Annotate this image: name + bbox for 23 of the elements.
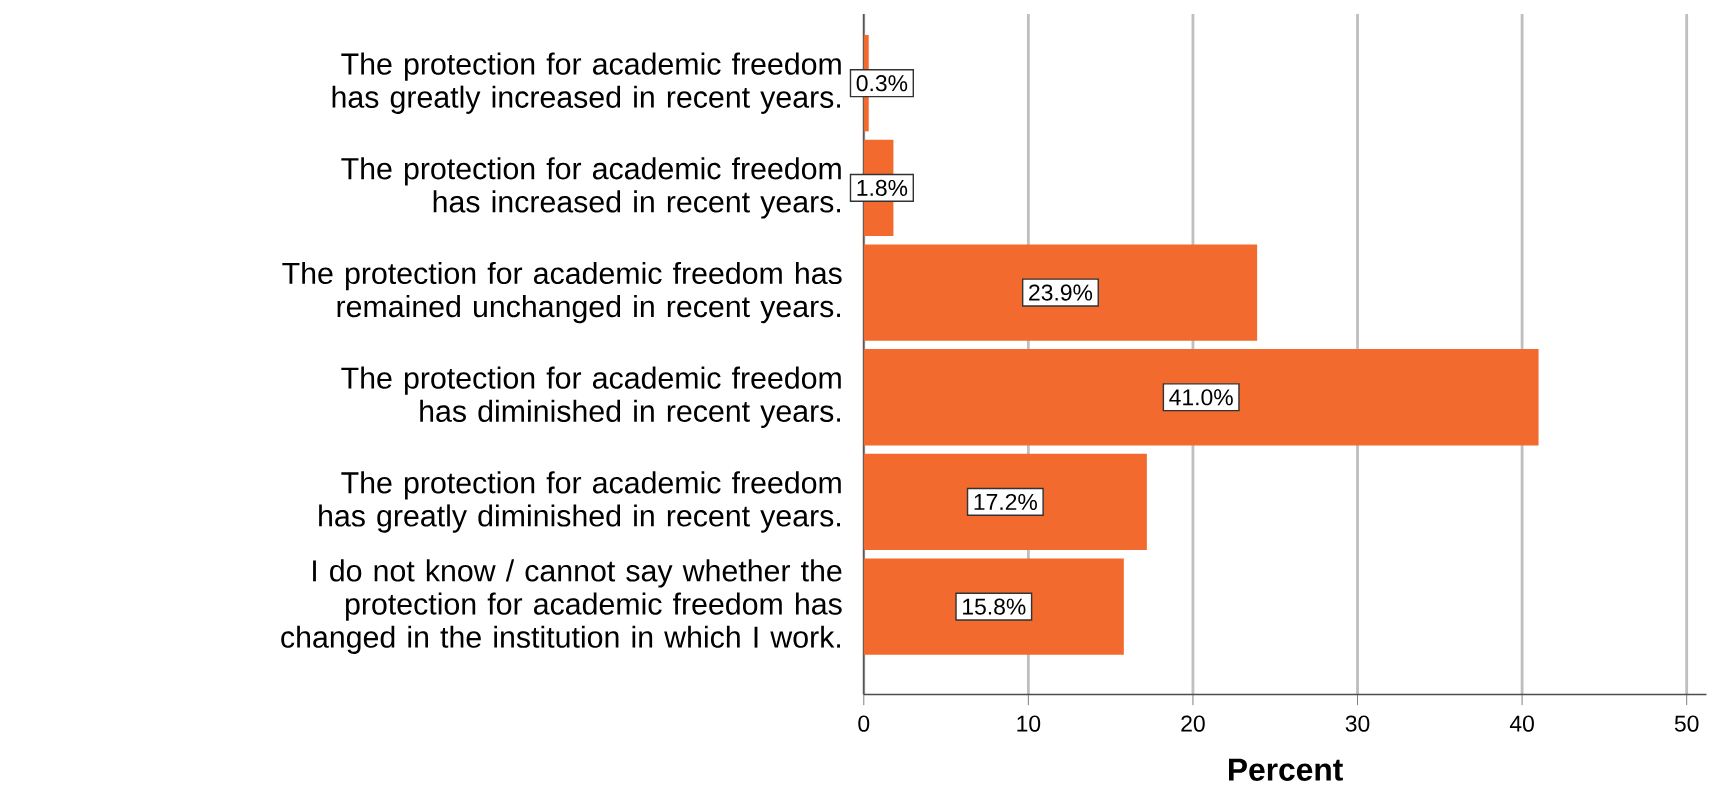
- y-tick-label: The protection for academic freedom has increased in recent years.: [341, 157, 841, 219]
- y-tick-label: The protection for academic freedom has diminished in recent years.: [341, 366, 841, 428]
- data-label: 0.3%: [856, 74, 908, 92]
- data-label: 17.2%: [974, 493, 1037, 510]
- data-label: 41.0%: [1169, 389, 1233, 406]
- bar: [863, 348, 1539, 446]
- x-tick-label: 20: [1181, 715, 1205, 732]
- data-label: 1.8%: [857, 179, 908, 196]
- y-tick-label: The protection for academic freedom has greatly diminished in recent years.: [319, 471, 841, 533]
- y-tick-label: The protection for academic freedom has greatly increased in recent years.: [332, 52, 841, 114]
- y-tick-label: I do not know / cannot say whether the protection for academic freedom has changed in the institution in which I work.: [281, 559, 842, 654]
- x-axis-title: Percent: [1229, 758, 1343, 781]
- x-tick-label: 0: [858, 715, 870, 732]
- bar: [863, 453, 1147, 550]
- x-tick-label: 50: [1674, 715, 1699, 732]
- y-tick-label: The protection for academic freedom has remained unchanged in recent years.: [282, 261, 842, 324]
- bar: [863, 558, 1124, 655]
- x-tick-label: 10: [1017, 715, 1041, 732]
- data-label: 23.9%: [1029, 284, 1093, 301]
- bar: [863, 244, 1258, 341]
- data-label: 15.8%: [963, 598, 1026, 615]
- x-tick-label: 40: [1509, 715, 1534, 732]
- x-tick-label: 30: [1345, 715, 1370, 732]
